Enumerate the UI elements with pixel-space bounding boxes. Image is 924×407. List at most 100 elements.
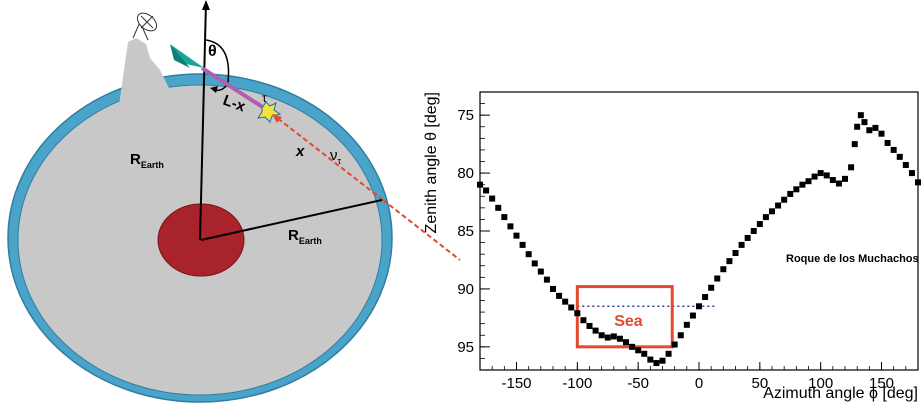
data-point — [708, 284, 715, 291]
sea-box — [575, 285, 674, 349]
y-tick-label: 85 — [457, 223, 474, 240]
data-point — [857, 112, 864, 119]
data-point — [604, 334, 611, 341]
data-point — [787, 190, 794, 197]
theta-arc — [205, 39, 230, 92]
data-point — [750, 228, 757, 234]
y-tick-label: 75 — [457, 107, 474, 124]
data-point — [507, 223, 514, 230]
data-point — [586, 322, 593, 329]
x-tick-label: 100 — [808, 375, 833, 392]
r-earth-label-1: REarth — [130, 151, 164, 170]
data-point — [896, 153, 903, 160]
y-axis: 75 80 85 90 95 — [457, 103, 490, 371]
y-tick-label: 95 — [457, 339, 474, 356]
data-point — [817, 170, 824, 177]
data-point — [793, 186, 800, 193]
neutrino-path — [275, 116, 384, 201]
x-tick-label: -150 — [501, 375, 531, 392]
data-point — [677, 332, 684, 339]
data-point — [762, 214, 769, 221]
data-point — [513, 232, 520, 239]
data-point — [659, 357, 666, 364]
data-point — [829, 177, 836, 184]
data-point — [635, 347, 642, 354]
data-point — [769, 208, 775, 215]
data-point — [726, 258, 733, 265]
data-point — [702, 294, 709, 301]
data-point — [610, 333, 617, 340]
data-point — [689, 312, 696, 319]
data-point — [861, 119, 868, 126]
data-point — [908, 170, 915, 177]
data-point — [550, 285, 556, 292]
data-point — [537, 268, 544, 275]
data-point — [477, 181, 483, 188]
data-point — [842, 175, 848, 182]
data-point — [878, 130, 885, 137]
data-point — [525, 251, 532, 258]
data-point — [854, 123, 861, 130]
data-point — [811, 173, 818, 180]
data-point — [556, 292, 563, 299]
data-point — [732, 250, 739, 257]
data-point — [580, 317, 587, 324]
data-point — [805, 178, 812, 185]
tau-track — [200, 66, 266, 110]
data-point — [653, 360, 660, 367]
x-tick-label: -50 — [627, 375, 649, 392]
data-point — [519, 241, 526, 248]
r-earth-label-2: REarth — [288, 227, 322, 246]
sea-label: Sea — [614, 313, 643, 330]
data-point — [890, 146, 897, 153]
y-tick-label: 90 — [457, 281, 474, 298]
neutrino-path-arrow — [272, 114, 282, 123]
data-point — [647, 356, 654, 363]
data-point — [775, 202, 782, 209]
tau-decay-burst — [256, 101, 282, 123]
data-point — [598, 332, 605, 339]
l-minus-x-label: L-x — [221, 92, 249, 116]
x-axis-title: Azimuth angle ϕ [deg] — [763, 385, 918, 402]
data-point — [495, 204, 502, 211]
data-point — [884, 139, 891, 146]
data-point — [683, 321, 690, 328]
data-point — [531, 260, 538, 267]
radius-line — [200, 199, 383, 241]
data-point — [629, 343, 636, 350]
data-point — [781, 196, 788, 203]
data-point — [696, 303, 702, 310]
data-point — [543, 276, 550, 283]
data-point — [671, 341, 678, 348]
data-point — [866, 127, 873, 134]
x-tick-label: -100 — [562, 375, 592, 392]
data-point — [641, 350, 648, 357]
data-point — [915, 179, 921, 186]
theta-arc-arrow — [210, 86, 218, 93]
earth-diagram: θ L-x τ x ντ REarth REarth — [7, 0, 461, 403]
data-point — [902, 161, 909, 168]
site-label: Roque de los Muchachos — [786, 253, 919, 265]
data-point — [848, 164, 855, 171]
data-point — [623, 339, 629, 346]
data-point — [574, 310, 581, 317]
data-point — [714, 275, 721, 282]
cherenkov-cone — [170, 44, 204, 68]
data-point — [851, 141, 858, 148]
data-point — [489, 195, 496, 202]
data-point — [823, 172, 830, 179]
data-points — [477, 112, 921, 367]
data-point — [568, 304, 575, 311]
chart: -150 -100 -50 0 50 100 150 75 80 85 90 95 Sea Roqu… — [423, 91, 921, 402]
data-point — [592, 327, 599, 334]
data-point — [835, 180, 842, 187]
data-point — [501, 214, 508, 221]
telescope-icon — [132, 12, 158, 41]
vertical-axis-line — [199, 1, 207, 241]
x-axis: -150 -100 -50 0 50 100 150 — [479, 362, 919, 392]
x-tick-label: 150 — [869, 375, 894, 392]
y-axis-title: Zenith angle θ [deg] — [423, 92, 440, 233]
data-point — [483, 187, 490, 194]
data-point — [744, 234, 751, 241]
